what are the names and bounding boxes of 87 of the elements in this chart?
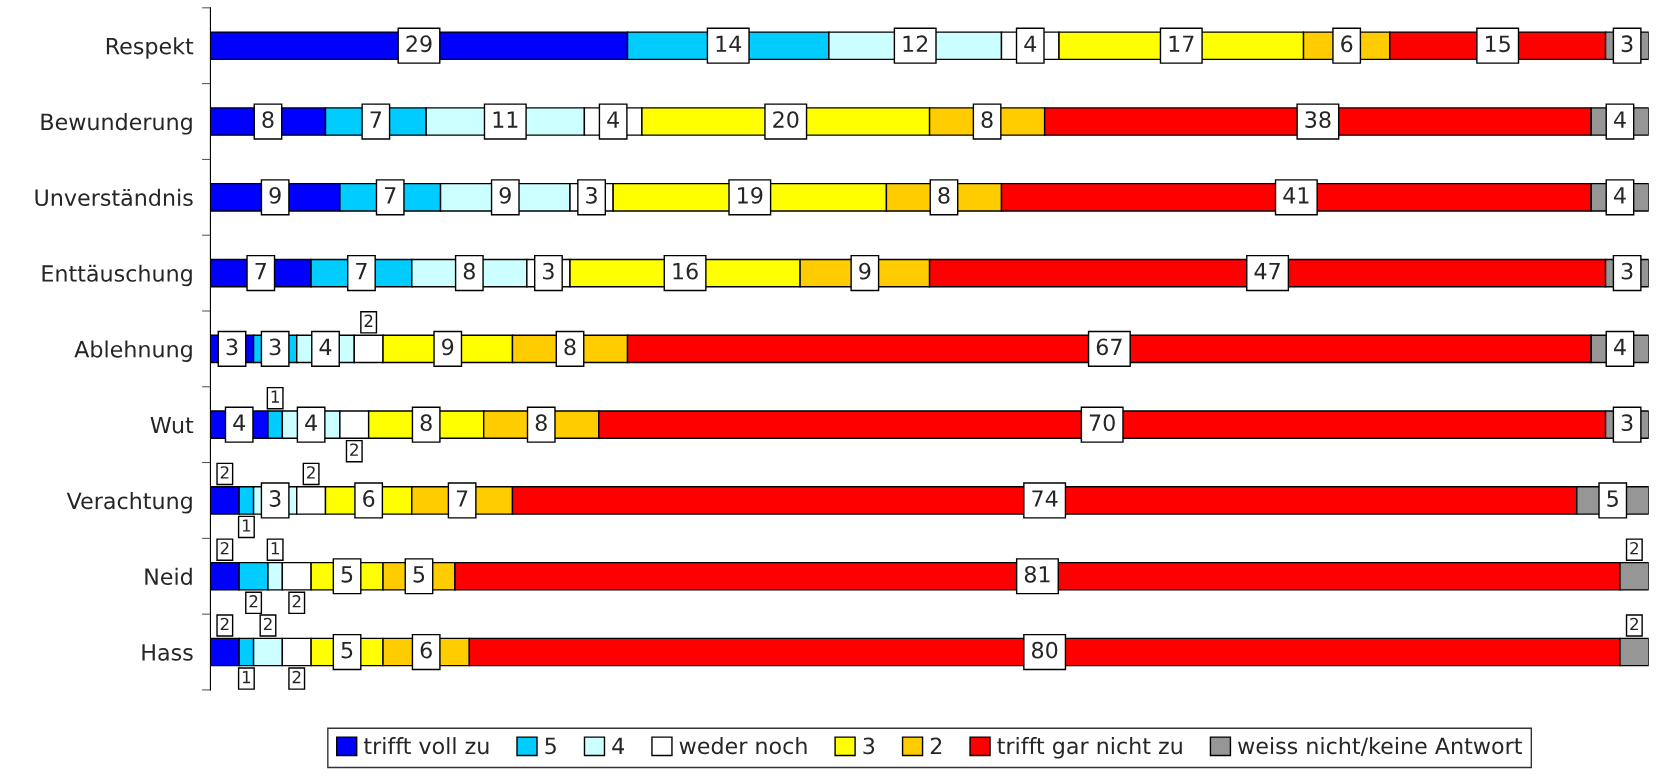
data-label: 4 [1613, 338, 1626, 356]
data-label: 3 [269, 490, 281, 507]
data-label: 2 [220, 466, 229, 479]
data-label: 2 [1630, 541, 1638, 555]
data-label: 4 [319, 338, 332, 356]
data-label: 67 [1096, 338, 1122, 356]
y-tick-label: Bewunderung [41, 113, 192, 135]
data-label: 8 [262, 111, 274, 128]
data-label: 7 [356, 263, 367, 280]
data-label: 2 [220, 541, 229, 555]
legend-label: trifft voll zu [363, 737, 489, 755]
data-label: 9 [442, 338, 454, 356]
data-label: 3 [269, 338, 281, 356]
data-label: 4 [305, 414, 317, 431]
data-label: 7 [370, 111, 382, 128]
data-label: 8 [938, 186, 950, 204]
data-label: 1 [271, 390, 279, 403]
y-tick-label: Respekt [106, 37, 194, 59]
legend-label: weder noch [679, 737, 807, 755]
data-label: 12 [903, 35, 928, 52]
y-tick-label: Verachtung [66, 492, 192, 514]
data-label: 8 [463, 262, 475, 280]
data-label: 8 [981, 111, 993, 128]
data-label: 47 [1254, 263, 1280, 280]
data-label: 8 [535, 414, 547, 432]
data-label: 19 [738, 186, 763, 204]
data-label: 4 [1613, 187, 1626, 204]
data-label: 38 [1305, 111, 1331, 128]
data-label: 70 [1089, 414, 1115, 432]
data-label: 2 [1630, 617, 1638, 631]
data-label: 5 [341, 566, 353, 583]
data-label: 29 [406, 35, 432, 53]
data-label: 8 [420, 414, 432, 432]
data-label: 14 [716, 35, 742, 52]
data-label: 2 [350, 443, 358, 456]
y-tick-label: Wut [150, 416, 194, 434]
data-label: 9 [859, 262, 871, 280]
data-label: 6 [363, 490, 375, 507]
data-label: 2 [249, 594, 258, 608]
data-label: 3 [1621, 262, 1633, 280]
legend-label: 4 [612, 737, 625, 754]
data-label: 20 [773, 111, 799, 128]
data-label: 2 [364, 314, 373, 327]
y-tick-label: Ablehnung [74, 340, 192, 362]
data-label: 6 [1341, 35, 1353, 53]
data-label: 4 [1024, 35, 1037, 52]
legend-label: weiss nicht/keine Antwort [1238, 737, 1522, 757]
data-label: 2 [220, 617, 229, 631]
data-label: 5 [1607, 490, 1618, 507]
legend-label: 5 [545, 737, 556, 755]
data-label: 2 [292, 670, 301, 684]
data-label: 11 [493, 111, 518, 128]
data-label: 1 [242, 671, 251, 684]
data-label: 3 [1621, 35, 1633, 53]
data-label: 3 [1621, 414, 1633, 432]
data-label: 74 [1032, 490, 1058, 507]
legend-label: 2 [930, 737, 942, 754]
y-tick-label: Unverständnis [35, 188, 193, 207]
y-tick-label: Hass [142, 644, 193, 661]
data-label: 2 [263, 617, 272, 631]
data-label: 15 [1486, 35, 1510, 53]
data-label: 4 [233, 414, 246, 431]
data-label: 6 [420, 641, 432, 659]
y-tick-label: Neid [145, 567, 192, 585]
legend-label: trifft gar nicht zu [997, 737, 1182, 759]
data-label: 2 [307, 466, 315, 479]
data-label: 4 [1613, 111, 1626, 128]
data-label: 17 [1169, 35, 1194, 52]
data-label: 80 [1032, 641, 1058, 659]
data-label: 41 [1283, 187, 1309, 204]
data-label: 2 [292, 594, 301, 608]
data-label: 9 [499, 186, 511, 204]
y-tick-label: Enttäuschung [42, 264, 192, 287]
data-label: 1 [242, 519, 251, 532]
data-label: 5 [413, 566, 425, 583]
data-label: 9 [269, 186, 281, 204]
legend-label: 3 [863, 737, 875, 755]
data-label: 3 [226, 338, 238, 356]
data-label: 8 [564, 338, 576, 356]
data-label: 81 [1024, 565, 1050, 583]
data-label: 5 [341, 641, 353, 659]
data-label: 7 [456, 490, 468, 507]
data-label: 1 [271, 542, 279, 555]
data-label: 7 [384, 187, 396, 204]
data-label: 16 [673, 262, 698, 280]
data-label: 4 [607, 111, 619, 128]
data-label: 7 [255, 263, 266, 280]
